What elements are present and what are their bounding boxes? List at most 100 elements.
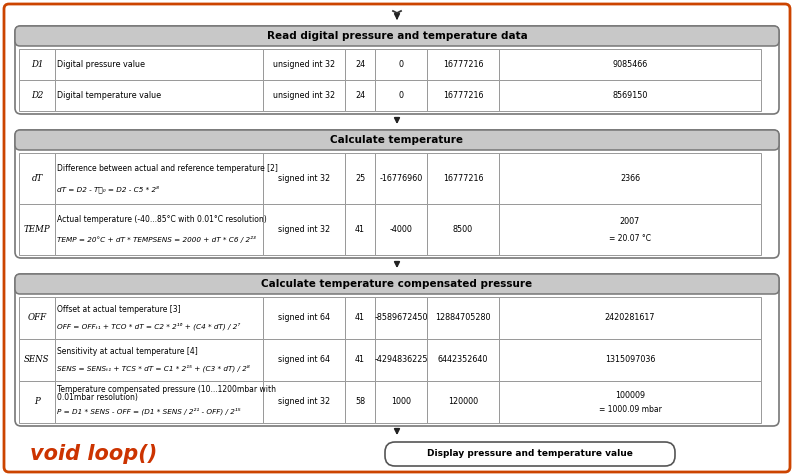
Text: 41: 41 <box>355 225 365 234</box>
Text: 6442352640: 6442352640 <box>437 356 488 365</box>
Text: Calculate temperature compensated pressure: Calculate temperature compensated pressu… <box>261 279 533 289</box>
Bar <box>263 49 345 80</box>
Text: unsigned int 32: unsigned int 32 <box>273 91 335 100</box>
Text: 24: 24 <box>355 91 365 100</box>
Text: Display pressure and temperature value: Display pressure and temperature value <box>427 449 633 458</box>
Text: OFF: OFF <box>28 314 47 323</box>
Text: 9085466: 9085466 <box>612 60 648 69</box>
Text: signed int 32: signed int 32 <box>278 174 330 183</box>
Text: 16777216: 16777216 <box>443 174 484 183</box>
FancyBboxPatch shape <box>15 130 779 258</box>
Bar <box>427 80 499 111</box>
Text: D2: D2 <box>31 91 43 100</box>
FancyBboxPatch shape <box>385 442 675 466</box>
FancyBboxPatch shape <box>15 274 779 294</box>
Text: D1: D1 <box>31 60 43 69</box>
Text: 58: 58 <box>355 397 365 407</box>
Bar <box>427 49 499 80</box>
Bar <box>19 153 55 204</box>
Text: 16777216: 16777216 <box>443 91 484 100</box>
Text: 25: 25 <box>355 174 365 183</box>
FancyBboxPatch shape <box>15 274 779 426</box>
Bar <box>55 297 263 339</box>
Text: Digital pressure value: Digital pressure value <box>57 60 145 69</box>
Bar <box>19 204 55 255</box>
Text: -16776960: -16776960 <box>380 174 422 183</box>
Bar <box>263 381 345 423</box>
FancyBboxPatch shape <box>15 130 779 150</box>
Bar <box>345 80 375 111</box>
Bar <box>427 297 499 339</box>
Bar <box>375 49 427 80</box>
Text: dT = D2 - Tᴯ₀ = D2 - C5 * 2⁸: dT = D2 - Tᴯ₀ = D2 - C5 * 2⁸ <box>57 185 159 192</box>
Bar <box>345 49 375 80</box>
Bar <box>55 153 263 204</box>
Bar <box>499 339 761 381</box>
Text: 8569150: 8569150 <box>612 91 648 100</box>
Text: Calculate temperature: Calculate temperature <box>330 135 464 145</box>
Bar <box>345 381 375 423</box>
Text: = 20.07 °C: = 20.07 °C <box>609 234 651 243</box>
Text: unsigned int 32: unsigned int 32 <box>273 60 335 69</box>
Text: -4000: -4000 <box>390 225 412 234</box>
Text: signed int 32: signed int 32 <box>278 225 330 234</box>
Bar <box>55 80 263 111</box>
Text: P = D1 * SENS - OFF = (D1 * SENS / 2²¹ - OFF) / 2¹⁵: P = D1 * SENS - OFF = (D1 * SENS / 2²¹ -… <box>57 407 241 415</box>
Text: P: P <box>34 397 40 407</box>
Bar <box>375 339 427 381</box>
Text: TEMP = 20°C + dT * TEMPSENS = 2000 + dT * C6 / 2²³: TEMP = 20°C + dT * TEMPSENS = 2000 + dT … <box>57 236 256 243</box>
FancyBboxPatch shape <box>15 26 779 46</box>
Bar <box>55 339 263 381</box>
Text: 0: 0 <box>399 60 403 69</box>
Text: 2420281617: 2420281617 <box>605 314 655 323</box>
Text: 24: 24 <box>355 60 365 69</box>
Text: signed int 64: signed int 64 <box>278 314 330 323</box>
Text: 41: 41 <box>355 314 365 323</box>
Bar <box>499 297 761 339</box>
Text: 100009: 100009 <box>615 391 645 400</box>
Bar <box>345 204 375 255</box>
Text: 41: 41 <box>355 356 365 365</box>
Bar <box>55 49 263 80</box>
Text: -4294836225: -4294836225 <box>374 356 428 365</box>
Bar <box>427 339 499 381</box>
Text: 12884705280: 12884705280 <box>435 314 491 323</box>
Text: 1315097036: 1315097036 <box>605 356 655 365</box>
Text: 0.01mbar resolution): 0.01mbar resolution) <box>57 393 138 402</box>
Text: 8500: 8500 <box>453 225 473 234</box>
Bar <box>263 204 345 255</box>
Text: TEMP: TEMP <box>24 225 50 234</box>
Bar <box>263 153 345 204</box>
Bar <box>499 204 761 255</box>
Text: 16777216: 16777216 <box>443 60 484 69</box>
Text: Read digital pressure and temperature data: Read digital pressure and temperature da… <box>267 31 527 41</box>
Bar <box>499 80 761 111</box>
Bar <box>499 49 761 80</box>
Bar <box>19 381 55 423</box>
Bar <box>55 381 263 423</box>
Bar <box>263 339 345 381</box>
FancyBboxPatch shape <box>4 4 790 472</box>
Text: -8589672450: -8589672450 <box>374 314 428 323</box>
Text: signed int 32: signed int 32 <box>278 397 330 407</box>
Text: void loop(): void loop() <box>30 444 157 464</box>
Bar <box>345 297 375 339</box>
Bar <box>19 80 55 111</box>
Bar <box>345 153 375 204</box>
Text: 1000: 1000 <box>391 397 411 407</box>
Text: dT: dT <box>32 174 43 183</box>
Text: Offset at actual temperature [3]: Offset at actual temperature [3] <box>57 305 180 314</box>
Text: Digital temperature value: Digital temperature value <box>57 91 161 100</box>
Text: 2366: 2366 <box>620 174 640 183</box>
Bar <box>345 339 375 381</box>
Text: SENS: SENS <box>25 356 50 365</box>
Bar <box>499 153 761 204</box>
Text: signed int 64: signed int 64 <box>278 356 330 365</box>
Bar <box>427 153 499 204</box>
Bar <box>375 153 427 204</box>
Bar <box>375 204 427 255</box>
Bar <box>19 49 55 80</box>
Text: Temperature compensated pressure (10...1200mbar with: Temperature compensated pressure (10...1… <box>57 385 276 394</box>
Bar <box>499 381 761 423</box>
Bar <box>375 80 427 111</box>
